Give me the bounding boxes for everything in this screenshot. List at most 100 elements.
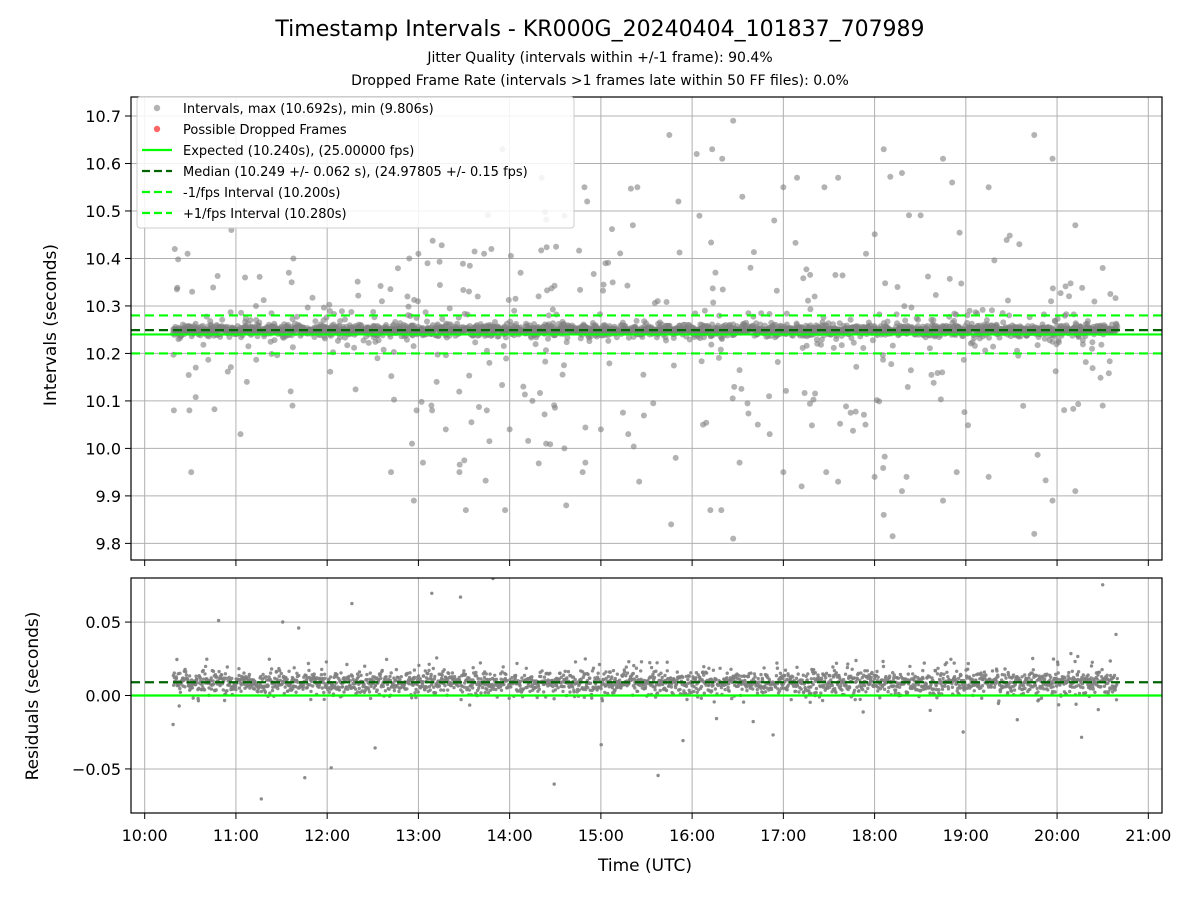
residual-point <box>195 677 199 682</box>
interval-point <box>847 409 854 416</box>
residual-point <box>935 672 940 676</box>
residual-point <box>456 684 460 688</box>
residual-point <box>209 676 213 680</box>
residual-point <box>736 684 740 688</box>
interval-point <box>289 344 296 351</box>
interval-point <box>334 337 341 344</box>
residual-point <box>757 680 762 684</box>
interval-point <box>750 249 757 256</box>
residual-point <box>491 687 496 691</box>
residual-point <box>832 668 837 673</box>
interval-point <box>1034 451 1041 458</box>
interval-point <box>860 411 867 418</box>
interval-point <box>397 320 404 327</box>
interval-point <box>698 358 705 365</box>
residual-point <box>938 679 942 683</box>
interval-outlier-point <box>481 250 488 257</box>
residual-point <box>966 661 970 666</box>
interval-outlier-point <box>561 445 568 452</box>
residual-point <box>606 691 610 696</box>
interval-point <box>535 460 542 467</box>
residual-point <box>949 657 953 661</box>
residual-point <box>479 677 483 681</box>
residual-point <box>448 681 453 685</box>
residual-point <box>388 674 392 679</box>
residual-point <box>762 666 766 670</box>
residual-point <box>177 704 181 708</box>
bottom-y-tick-label: 0.00 <box>85 687 121 706</box>
top-y-tick-label: 10.6 <box>85 154 121 173</box>
interval-point <box>542 347 549 354</box>
residual-point <box>384 675 388 679</box>
residual-point <box>427 668 431 673</box>
residual-point <box>942 672 946 676</box>
interval-outlier-point <box>880 511 887 518</box>
interval-point <box>839 272 846 279</box>
interval-point <box>1114 323 1121 330</box>
interval-point <box>459 260 466 267</box>
interval-point <box>1052 368 1059 375</box>
residual-point <box>834 671 838 675</box>
interval-point <box>521 391 528 398</box>
residual-point <box>467 688 472 692</box>
residual-point <box>812 677 816 681</box>
residual-point <box>781 676 785 681</box>
interval-point <box>582 424 589 431</box>
residual-point <box>638 683 642 688</box>
residual-point <box>1003 673 1007 677</box>
residual-point <box>365 672 369 677</box>
interval-point <box>1112 295 1119 302</box>
residual-point <box>664 688 669 693</box>
residual-point <box>596 671 600 675</box>
interval-point <box>988 307 995 314</box>
interval-point <box>466 372 473 379</box>
residual-point <box>558 671 562 675</box>
residual-point <box>552 697 556 701</box>
residual-point <box>398 678 402 682</box>
interval-point <box>219 316 226 323</box>
interval-point <box>535 293 542 300</box>
residual-point <box>631 671 635 676</box>
interval-point <box>930 379 937 386</box>
residual-point <box>860 684 864 688</box>
residual-point <box>328 675 333 679</box>
interval-point <box>640 412 647 419</box>
residual-point <box>252 687 257 691</box>
residual-point <box>807 689 811 693</box>
top-plot-area <box>131 117 1162 542</box>
interval-outlier-point <box>940 497 947 504</box>
residual-point <box>685 697 689 702</box>
residual-point <box>311 684 315 688</box>
residual-point <box>822 683 826 688</box>
residual-point <box>423 669 427 673</box>
interval-point <box>380 346 387 353</box>
interval-point <box>1014 347 1021 354</box>
residual-point <box>588 681 593 685</box>
residual-point <box>309 689 313 694</box>
residual-point <box>225 689 229 693</box>
interval-point <box>904 383 911 390</box>
interval-outlier-point <box>718 507 725 514</box>
interval-point <box>505 296 512 303</box>
interval-point <box>800 275 807 282</box>
residual-point <box>861 710 865 714</box>
residual-point <box>279 671 283 676</box>
residual-point <box>655 661 659 665</box>
interval-point <box>351 344 358 351</box>
residual-point <box>864 690 868 694</box>
residual-point <box>753 675 757 679</box>
interval-point <box>289 316 296 322</box>
residual-point <box>481 685 485 690</box>
residual-point <box>658 688 662 693</box>
interval-point <box>549 306 556 313</box>
residual-point <box>488 688 493 692</box>
interval-point <box>1006 232 1013 239</box>
residual-point <box>573 677 577 682</box>
residual-point <box>453 677 457 681</box>
interval-point <box>544 287 551 294</box>
residual-point <box>656 773 660 778</box>
residual-point <box>801 673 805 677</box>
residual-point <box>264 675 268 679</box>
interval-point <box>499 382 506 389</box>
interval-point <box>773 287 780 294</box>
